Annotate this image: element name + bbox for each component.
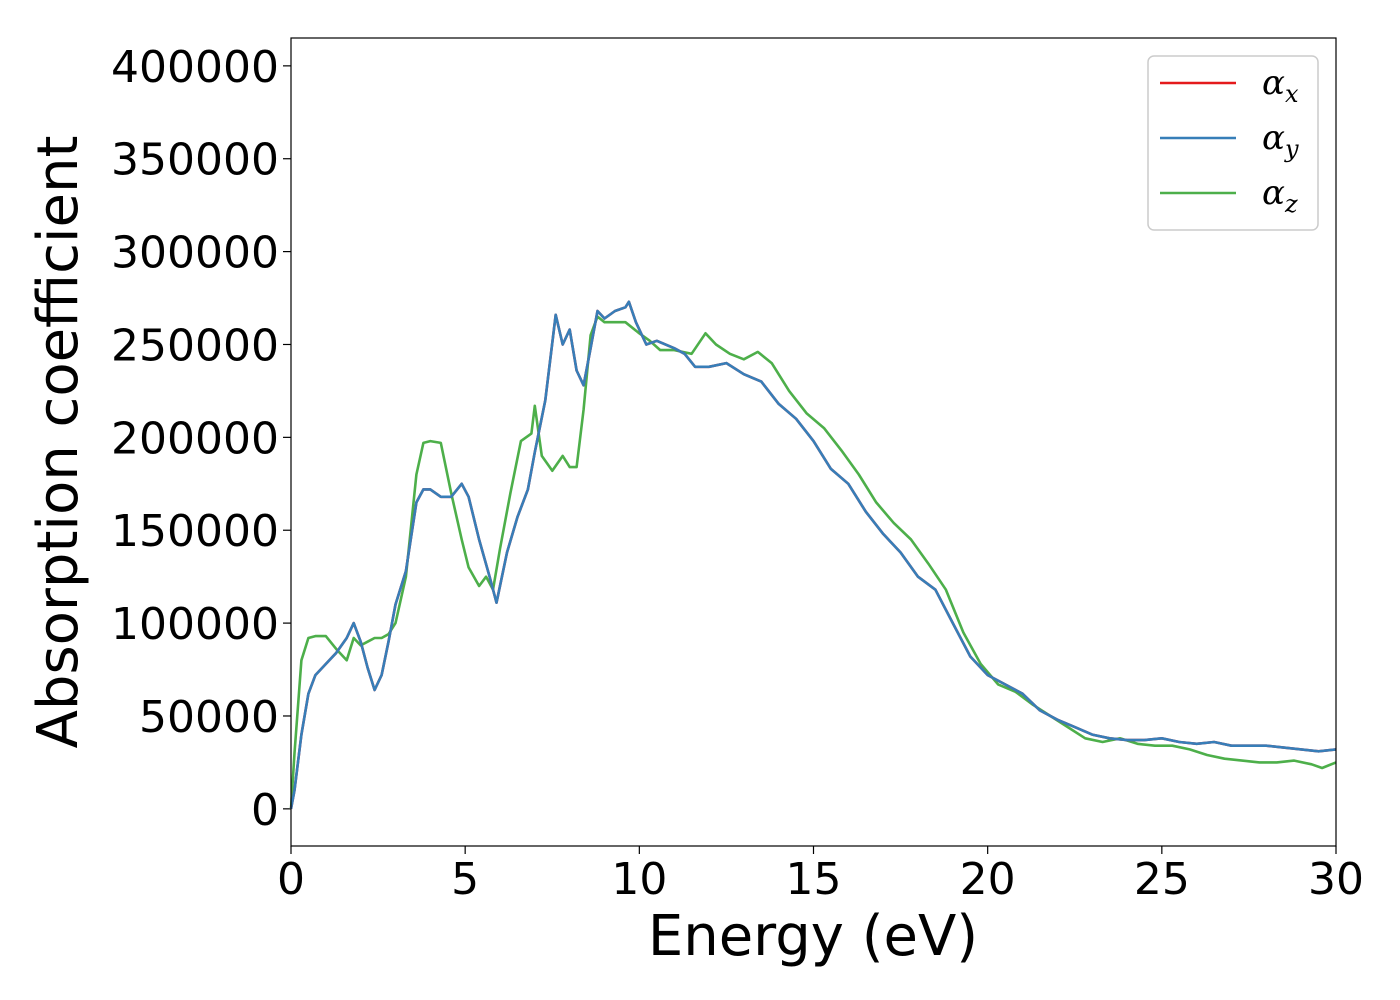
x-tick-label: 10 [611,854,667,905]
y-tick-label: 50000 [139,692,279,743]
series-line-y [289,300,1337,810]
x-tick-label: 25 [1134,854,1190,905]
x-tick-label: 15 [786,854,842,905]
y-tick-label: 250000 [111,320,279,371]
x-tick-label: 5 [451,854,479,905]
x-axis: 0 5 10 15 20 25 30 [277,846,1364,905]
y-axis: 0 50000 100000 150000 200000 250000 300000 3500… [111,42,291,836]
x-tick-label: 20 [960,854,1016,905]
legend-label-y: αy [1262,118,1299,163]
y-tick-label: 150000 [111,506,279,557]
y-tick-label: 350000 [111,135,279,186]
plot-frame [290,37,1337,847]
series-line-z [289,315,1337,809]
legend-items: αx αy αz [1160,63,1299,218]
x-axis-title: Energy (eV) [648,904,978,969]
series-lines [289,300,1337,810]
legend-label-x: αx [1262,63,1299,108]
y-tick-label: 200000 [111,413,279,464]
y-tick-label: 400000 [111,42,279,93]
legend-frame [1147,55,1319,231]
x-tick-label: 0 [277,854,305,905]
legend-label-z: αz [1262,173,1298,218]
legend: αx αy αz [1147,55,1319,231]
y-tick-label: 100000 [111,599,279,650]
y-axis-title: Absorption coefficient [26,136,91,749]
x-tick-label: 30 [1308,854,1364,905]
y-tick-label: 300000 [111,228,279,279]
y-tick-label: 0 [251,785,279,836]
